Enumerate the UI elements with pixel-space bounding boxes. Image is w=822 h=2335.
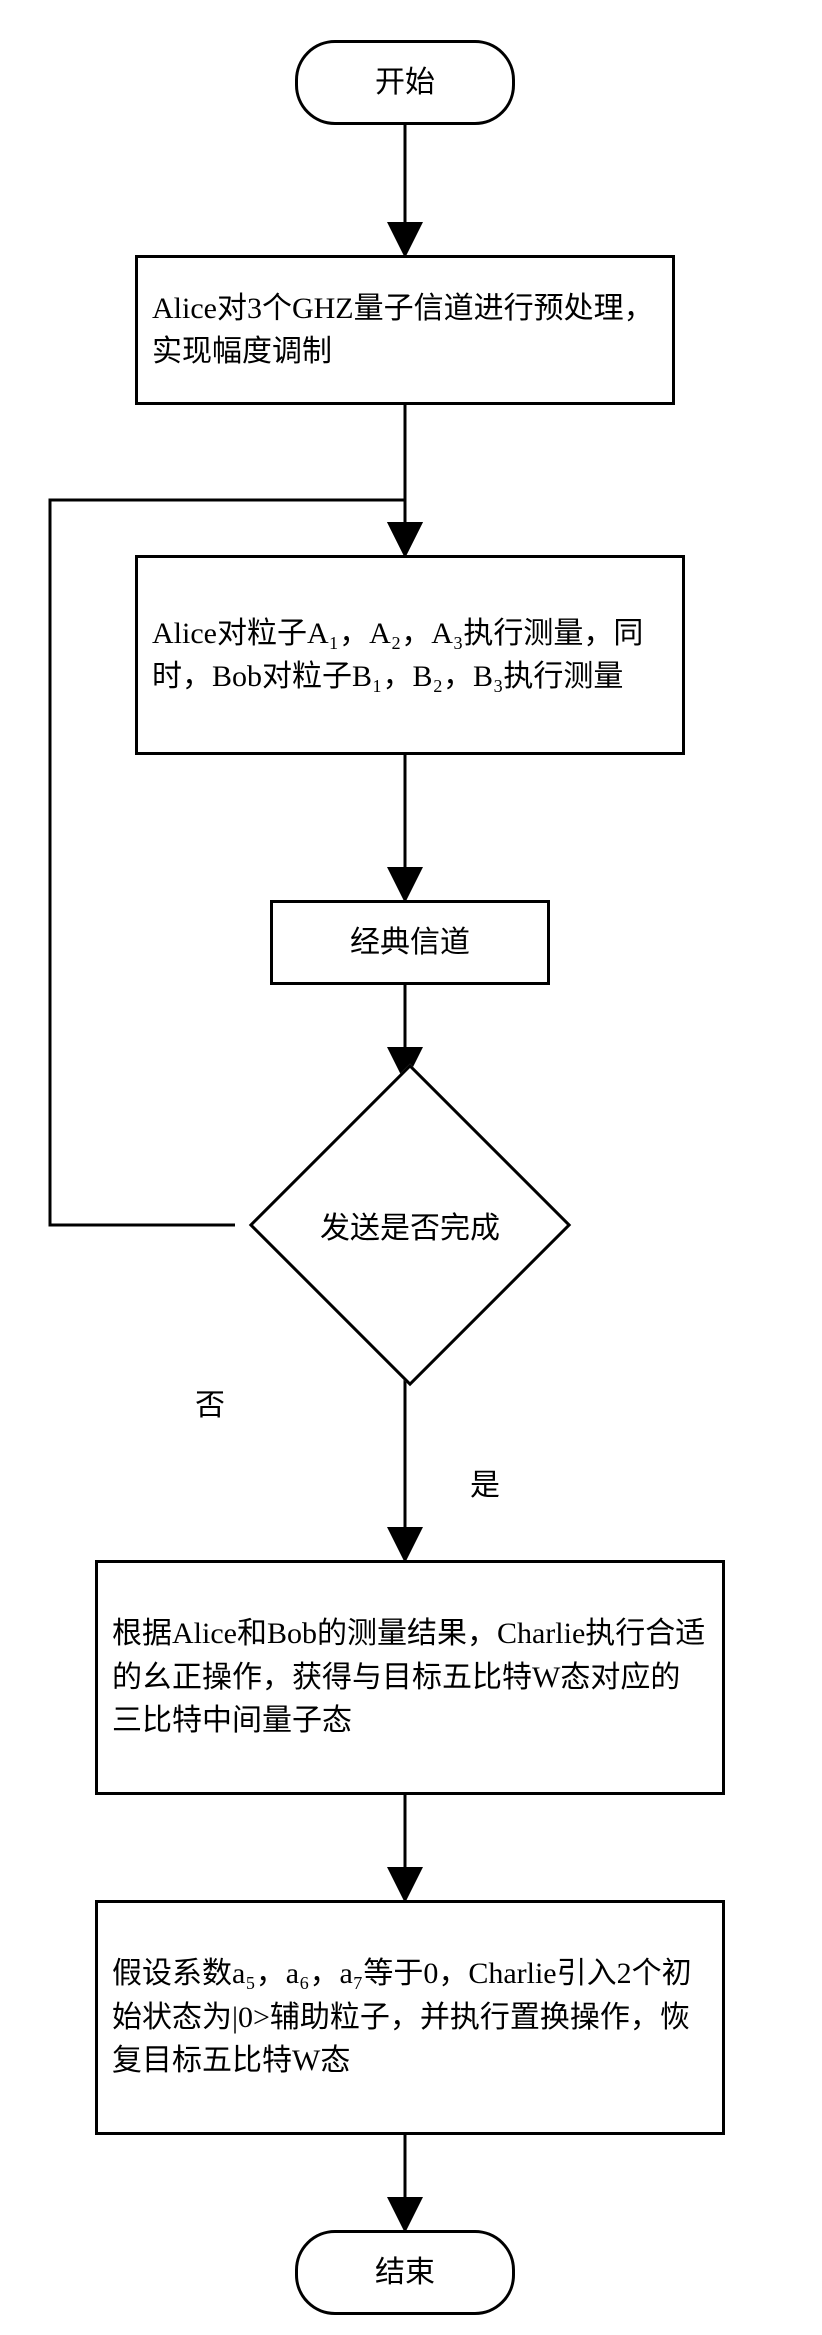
swap-label: 假设系数a₅，a₆，a₇等于0，Charlie引入2个初始状态为|0>辅助粒子，…: [112, 1952, 708, 2083]
channel-node: 经典信道: [270, 900, 550, 985]
measure-node: Alice对粒子A₁，A₂，A₃执行测量，同时，Bob对粒子B₁，B₂，B₃执行…: [135, 555, 685, 755]
channel-label: 经典信道: [350, 921, 470, 965]
edge-label-yes: 是: [470, 1460, 500, 1504]
preprocess-node: Alice对3个GHZ量子信道进行预处理，实现幅度调制: [135, 255, 675, 405]
start-label: 开始: [375, 61, 435, 105]
measure-label: Alice对粒子A₁，A₂，A₃执行测量，同时，Bob对粒子B₁，B₂，B₃执行…: [152, 612, 668, 699]
end-node: 结束: [295, 2230, 515, 2315]
start-node: 开始: [295, 40, 515, 125]
preprocess-label: Alice对3个GHZ量子信道进行预处理，实现幅度调制: [152, 287, 658, 374]
decision-label: 发送是否完成: [320, 1203, 500, 1247]
unitary-label: 根据Alice和Bob的测量结果，Charlie执行合适的幺正操作，获得与目标五…: [112, 1612, 708, 1743]
edge-label-no: 否: [195, 1380, 225, 1424]
decision-node: 发送是否完成: [410, 1225, 411, 1226]
swap-node: 假设系数a₅，a₆，a₇等于0，Charlie引入2个初始状态为|0>辅助粒子，…: [95, 1900, 725, 2135]
unitary-node: 根据Alice和Bob的测量结果，Charlie执行合适的幺正操作，获得与目标五…: [95, 1560, 725, 1795]
flowchart-canvas: 开始 Alice对3个GHZ量子信道进行预处理，实现幅度调制 Alice对粒子A…: [0, 0, 822, 2335]
end-label: 结束: [375, 2251, 435, 2295]
